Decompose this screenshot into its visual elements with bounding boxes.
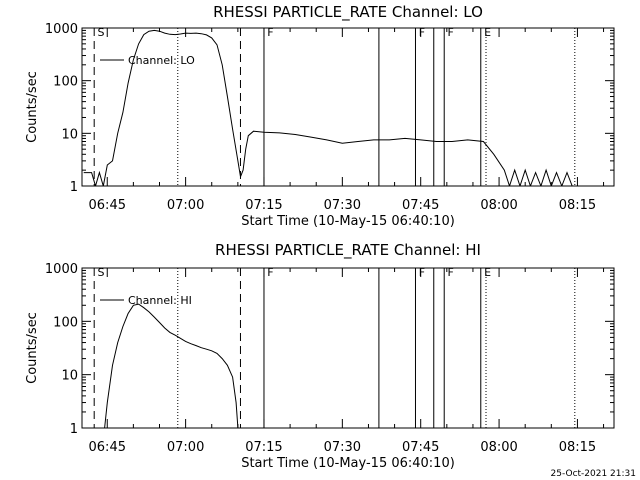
legend-label: Channel: HI: [128, 294, 192, 307]
chart-panel-1: RHESSI PARTICLE_RATE Channel: LO 1 10 100 10…: [25, 3, 615, 229]
x-tick-label: 08:00: [480, 440, 517, 455]
x-tick-label: 07:45: [402, 198, 439, 213]
footer-timestamp: 25-Oct-2021 21:31: [551, 469, 636, 479]
y-tick-label: 100: [53, 315, 78, 330]
marker-annotation-e: E: [484, 266, 491, 279]
chart-title: RHESSI PARTICLE_RATE Channel: LO: [213, 3, 483, 22]
y-tick-label: 1: [70, 422, 78, 437]
marker-annotation-f: F: [419, 266, 425, 279]
x-tick-label: 07:30: [324, 198, 361, 213]
x-tick-label: 07:30: [324, 440, 361, 455]
x-axis-label: Start Time (10-May-15 06:40:10): [241, 214, 455, 229]
marker-annotation-s: S: [97, 26, 104, 39]
marker-annotation-f: F: [448, 266, 454, 279]
x-tick-label: 06:45: [89, 198, 126, 213]
plot-frame: [81, 27, 615, 187]
series-line-1: [104, 303, 239, 428]
x-tick-label: 07:00: [167, 440, 204, 455]
x-tick-label: 07:15: [245, 440, 282, 455]
series-line-1: [83, 29, 583, 186]
x-tick-label: 07:15: [245, 198, 282, 213]
y-tick-label: 10: [61, 369, 78, 384]
chart-title: RHESSI PARTICLE_RATE Channel: HI: [215, 241, 481, 260]
marker-annotation-e: E: [484, 26, 491, 39]
y-axis-label: Counts/sec: [25, 71, 40, 143]
x-tick-label: 08:15: [559, 440, 596, 455]
y-tick-label: 1000: [45, 262, 78, 277]
x-axis-label: Start Time (10-May-15 06:40:10): [241, 456, 455, 471]
marker-annotation-f: F: [267, 26, 273, 39]
y-axis-label: Counts/sec: [25, 312, 40, 384]
y-tick-label: 1000: [45, 22, 78, 37]
legend-label: Channel: LO: [128, 54, 195, 67]
x-tick-label: 07:00: [167, 198, 204, 213]
chart-panel-2: RHESSI PARTICLE_RATE Channel: HI 1 10 100 10…: [25, 241, 615, 471]
marker-annotation-f: F: [448, 26, 454, 39]
x-tick-label: 08:15: [559, 198, 596, 213]
marker-annotation-s: S: [97, 266, 104, 279]
x-tick-label: 06:45: [89, 440, 126, 455]
marker-annotation-f: F: [267, 266, 273, 279]
marker-annotation-f: F: [419, 26, 425, 39]
plot-frame: [81, 267, 615, 429]
y-tick-label: 100: [53, 75, 78, 90]
x-tick-label: 07:45: [402, 440, 439, 455]
y-tick-label: 1: [70, 180, 78, 195]
x-tick-label: 08:00: [480, 198, 517, 213]
y-tick-label: 10: [61, 127, 78, 142]
